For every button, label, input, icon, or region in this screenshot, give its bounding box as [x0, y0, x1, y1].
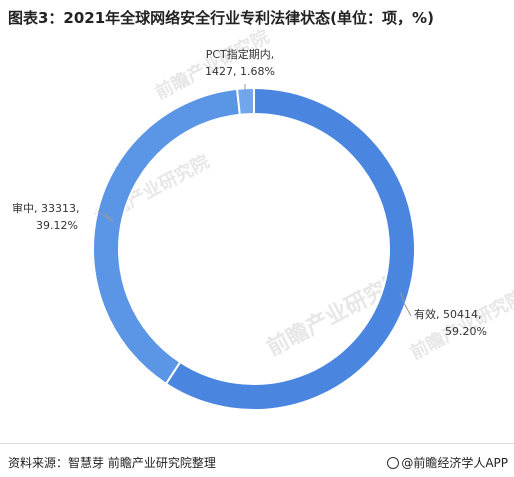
slice-1: [164, 86, 416, 411]
brand-credit: @前瞻经济学人APP: [387, 454, 508, 471]
leader-line-3: [244, 84, 247, 97]
data-label-3-line-2: 1427, 1.68%: [205, 65, 275, 78]
chart-title: 图表3：2021年全球网络安全行业专利法律状态(单位：项，%): [8, 9, 434, 27]
data-label-3-line-1: PCT指定期内,: [206, 47, 275, 61]
brand-logo-icon: [387, 457, 400, 469]
slice-3: [235, 86, 255, 116]
leader-line-2: [97, 210, 114, 223]
data-label-1-line-2: 59.20%: [445, 325, 487, 338]
data-label-1-line-1: 有效, 50414,: [414, 307, 481, 321]
source-note: 资料来源：智慧芽 前瞻产业研究院整理: [8, 456, 216, 470]
footer: 资料来源：智慧芽 前瞻产业研究院整理 @前瞻经济学人APP: [0, 443, 514, 477]
data-labels: 有效, 50414, 59.20% 审中, 33313, 39.12% PCT指定期内,…: [12, 47, 487, 338]
data-label-2-line-2: 39.12%: [36, 219, 78, 232]
leader-lines: [97, 84, 412, 317]
slice-2: [92, 87, 241, 386]
donut-slices: [92, 86, 416, 411]
brand-name: @前瞻经济学人APP: [401, 456, 508, 470]
data-label-2-line-1: 审中, 33313,: [12, 201, 79, 215]
leader-line-1: [400, 292, 412, 317]
